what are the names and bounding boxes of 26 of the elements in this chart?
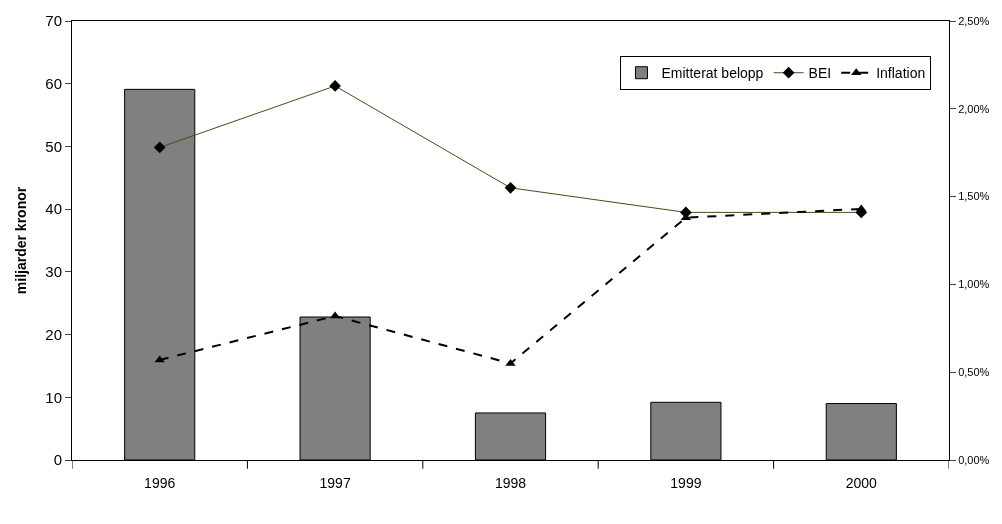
y-tick-label: 40 xyxy=(45,200,62,218)
x-tick-label: 1998 xyxy=(494,474,527,491)
point xyxy=(154,355,165,363)
y2-tick-label: 2,50% xyxy=(958,14,990,27)
y-tick-label: 30 xyxy=(45,263,62,281)
y-tick-label: 60 xyxy=(45,74,62,92)
y-tick-label: 10 xyxy=(45,388,62,406)
x-tick-label: 2000 xyxy=(845,474,878,491)
y2-tick-label: 2,00% xyxy=(958,102,990,115)
y2-tick-label: 1,00% xyxy=(958,278,990,291)
y-tick-label: 20 xyxy=(45,325,62,343)
y-tick-label: 50 xyxy=(45,137,62,155)
y-axis-title: miljarder kronor xyxy=(12,186,29,295)
point xyxy=(856,204,867,212)
y-tick-label: 0 xyxy=(53,451,62,469)
y2-tick-label: 1,50% xyxy=(958,190,990,203)
x-tick-label: 1996 xyxy=(144,474,176,491)
y-tick-label: 70 xyxy=(45,12,62,30)
y2-tick-label: 0,50% xyxy=(958,366,990,379)
legend-label: Inflation xyxy=(876,65,926,82)
legend-label: BEI xyxy=(808,65,832,82)
x-tick-label: 1999 xyxy=(670,474,702,491)
point xyxy=(505,358,516,366)
x-tick-label: 1997 xyxy=(319,474,351,491)
legend-label: Emitterat belopp xyxy=(661,65,764,82)
y2-tick-label: 0,00% xyxy=(958,453,990,466)
